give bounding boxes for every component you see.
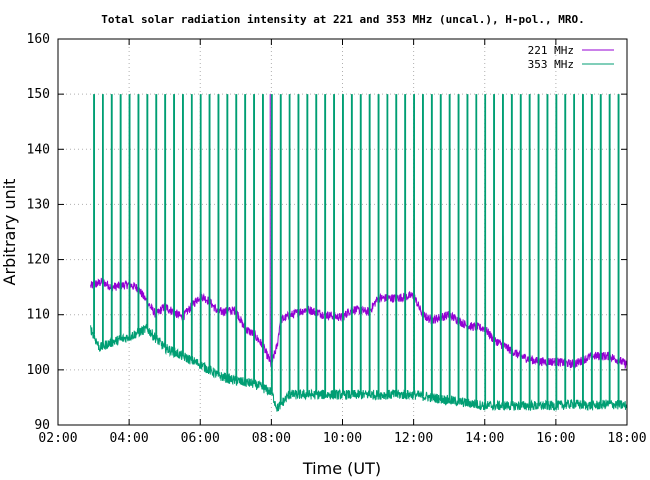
x-tick-label: 06:00 <box>181 431 220 446</box>
y-tick-label: 100 <box>27 363 50 378</box>
x-tick-label: 08:00 <box>252 431 291 446</box>
x-tick-label: 16:00 <box>536 431 575 446</box>
x-tick-label: 04:00 <box>110 431 149 446</box>
series-line-353 <box>90 94 628 412</box>
y-tick-label: 150 <box>27 87 50 102</box>
chart-title: Total solar radiation intensity at 221 a… <box>101 13 584 26</box>
series-lines <box>90 94 628 412</box>
legend-label-221: 221 MHz <box>528 44 574 57</box>
y-axis-label: Arbitrary unit <box>0 179 19 286</box>
legend: 221 MHz 353 MHz <box>528 44 614 71</box>
x-tick-label: 18:00 <box>607 431 646 446</box>
x-tick-label: 02:00 <box>38 431 77 446</box>
y-tick-label: 110 <box>27 308 50 323</box>
x-tick-label: 12:00 <box>394 431 433 446</box>
legend-label-353: 353 MHz <box>528 58 574 71</box>
x-tick-label: 10:00 <box>323 431 362 446</box>
y-tick-label: 90 <box>34 418 50 433</box>
axis-ticks: 02:00 04:00 06:00 08:00 10:00 12:00 14:00 16:00… <box>27 32 647 446</box>
y-tick-label: 140 <box>27 142 50 157</box>
x-axis-label: Time (UT) <box>302 459 381 478</box>
y-tick-label: 130 <box>27 197 50 212</box>
x-tick-label: 14:00 <box>465 431 504 446</box>
y-tick-label: 160 <box>27 32 50 47</box>
y-tick-label: 120 <box>27 253 50 268</box>
